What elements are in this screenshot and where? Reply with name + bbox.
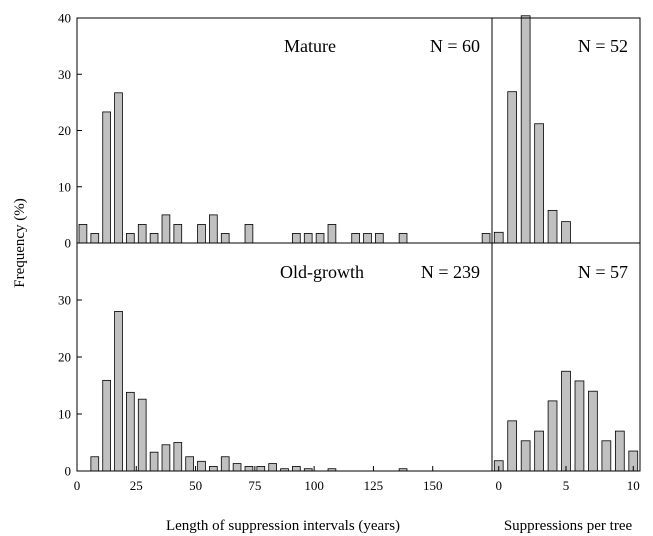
oldgrowth-length-panel-label: Old-growth	[280, 262, 364, 282]
oldgrowth-count-n-label: N = 57	[578, 262, 628, 282]
right-x-axis-title: Suppressions per tree	[504, 518, 633, 534]
mature-length-bar	[173, 224, 183, 244]
mature-length-y-tick-label: 40	[58, 11, 71, 26]
oldgrowth-length-bar	[232, 463, 242, 472]
mature-length-bar	[292, 233, 301, 244]
oldgrowth-length-bar	[126, 391, 135, 472]
mature-length-y-tick-label: 0	[65, 236, 72, 251]
mature-length-bar	[161, 214, 171, 244]
mature-length-y-tick-label: 10	[58, 179, 71, 194]
mature-length-y-tick-label: 20	[58, 123, 71, 138]
mature-length-panel-label: Mature	[284, 36, 336, 56]
left-x-tick-label: 25	[130, 478, 143, 493]
oldgrowth-length-y-tick-label: 20	[58, 350, 71, 365]
mature-length-bar	[197, 224, 206, 244]
mature-count-bar	[534, 123, 544, 244]
mature-length-bar	[102, 111, 111, 244]
left-x-tick-label: 150	[423, 478, 443, 493]
mature-count-bar	[493, 231, 504, 244]
mature-length-bar	[90, 233, 100, 244]
oldgrowth-length-y-tick-label: 10	[58, 407, 71, 422]
mature-length-bar	[398, 233, 408, 244]
oldgrowth-count-bar	[561, 370, 571, 472]
oldgrowth-length-y-tick-label: 30	[58, 293, 71, 308]
mature-length-y-tick-label: 30	[58, 67, 71, 82]
ticks-layer	[76, 17, 634, 472]
oldgrowth-length-bar	[90, 456, 100, 472]
mature-length-bar	[327, 224, 337, 244]
oldgrowth-length-bar	[149, 451, 159, 472]
oldgrowth-count-bar	[574, 380, 585, 472]
bars-layer	[78, 15, 639, 472]
mature-length-bar	[149, 233, 159, 244]
oldgrowth-length-n-label: N = 239	[421, 262, 480, 282]
mature-count-bar	[507, 91, 518, 244]
left-x-tick-label: 50	[189, 478, 202, 493]
oldgrowth-count-bar	[588, 390, 598, 472]
mature-length-bar	[114, 92, 123, 244]
y-axis-title: Frequency (%)	[12, 198, 28, 288]
oldgrowth-length-bar	[137, 398, 147, 472]
labels-layer: Frequency (%) Length of suppression inte…	[12, 11, 640, 535]
right-x-tick-label: 0	[495, 478, 502, 493]
mature-count-bar	[520, 15, 531, 244]
mature-count-bar	[561, 221, 571, 244]
oldgrowth-length-bar	[292, 466, 301, 472]
mature-length-n-label: N = 60	[430, 36, 480, 56]
oldgrowth-count-bar	[547, 400, 558, 472]
mature-length-bar	[78, 224, 88, 244]
mature-count-n-label: N = 52	[578, 36, 628, 56]
mature-length-bar	[244, 224, 254, 244]
left-x-tick-label: 0	[74, 478, 81, 493]
oldgrowth-length-bar	[185, 456, 194, 472]
left-x-tick-label: 125	[364, 478, 384, 493]
oldgrowth-length-bar	[244, 466, 254, 472]
mature-length-bar	[481, 233, 491, 244]
oldgrowth-count-bar	[601, 440, 612, 472]
oldgrowth-length-bar	[197, 460, 206, 472]
right-x-tick-label: 10	[627, 478, 640, 493]
oldgrowth-length-bar	[220, 456, 230, 472]
oldgrowth-length-bar	[268, 463, 277, 472]
oldgrowth-length-bar	[173, 442, 183, 472]
mature-length-bar	[209, 214, 218, 244]
oldgrowth-length-bar	[114, 310, 123, 472]
mature-length-bar	[126, 233, 135, 244]
oldgrowth-length-bar	[161, 444, 171, 472]
oldgrowth-count-bar	[614, 430, 625, 472]
mature-length-bar	[375, 233, 384, 244]
mature-length-bar	[137, 224, 147, 244]
right-x-tick-label: 5	[563, 478, 570, 493]
oldgrowth-count-bar	[534, 430, 544, 472]
mature-length-bar	[303, 233, 313, 244]
mature-length-bar	[315, 233, 325, 244]
oldgrowth-count-bar	[507, 420, 518, 472]
left-x-tick-label: 75	[248, 478, 261, 493]
mature-length-bar	[220, 233, 230, 244]
mature-length-bar	[363, 233, 372, 244]
mature-count-bar	[547, 209, 558, 244]
oldgrowth-count-bar	[520, 440, 531, 472]
oldgrowth-length-y-tick-label: 0	[65, 464, 72, 479]
oldgrowth-length-bar	[256, 466, 266, 472]
left-x-axis-title: Length of suppression intervals (years)	[166, 518, 400, 534]
mature-length-bar	[351, 233, 360, 244]
left-x-tick-label: 100	[304, 478, 324, 493]
oldgrowth-length-bar	[209, 466, 218, 472]
oldgrowth-length-bar	[102, 379, 111, 472]
